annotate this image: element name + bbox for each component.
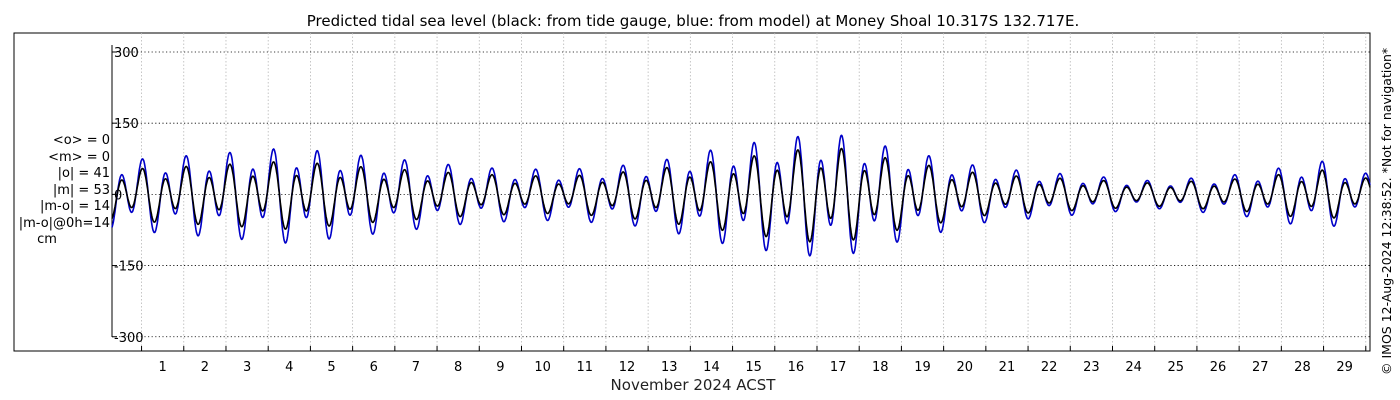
x-tick-label: 5 bbox=[327, 360, 335, 375]
chart-title: Predicted tidal sea level (black: from t… bbox=[307, 12, 1080, 30]
y-tick-label: 150 bbox=[114, 117, 139, 132]
series-line-tide-gauge bbox=[111, 147, 1371, 243]
x-tick-label: 4 bbox=[285, 360, 293, 375]
y-tick-label: 0 bbox=[114, 188, 122, 203]
x-tick-label: 12 bbox=[619, 360, 636, 375]
y-ticks: 300 150 0 -150 -300 bbox=[112, 46, 144, 346]
x-tick-label: 9 bbox=[496, 360, 504, 375]
stat-mean-observed: <o> = 0 bbox=[52, 133, 110, 148]
x-tick-label: 27 bbox=[1252, 360, 1269, 375]
x-tick-label: 3 bbox=[243, 360, 251, 375]
stats-panel: <o> = 0 <m> = 0 |o| = 41 |m| = 53 |m-o| … bbox=[14, 133, 110, 249]
x-tick-label: 28 bbox=[1294, 360, 1311, 375]
y-tick-label: 300 bbox=[114, 46, 139, 61]
x-tick-label: 11 bbox=[577, 360, 594, 375]
series-layer bbox=[111, 134, 1371, 257]
x-tick-label: 7 bbox=[412, 360, 420, 375]
x-tick-label: 2 bbox=[201, 360, 209, 375]
stat-mean-model: <m> = 0 bbox=[48, 149, 110, 165]
x-tick-label: 19 bbox=[914, 360, 931, 375]
x-tick-label: 18 bbox=[872, 360, 889, 375]
stat-abs-model: |m| = 53 bbox=[52, 182, 110, 198]
stat-abs-diff-0h: |m-o|@0h=14 bbox=[18, 215, 110, 231]
x-axis-label: November 2024 ACST bbox=[611, 376, 777, 394]
x-tick-label: 15 bbox=[745, 360, 762, 375]
series-line-model bbox=[111, 134, 1371, 257]
x-tick-label: 26 bbox=[1210, 360, 1227, 375]
y-tick-label: -150 bbox=[114, 260, 144, 275]
x-tick-label: 17 bbox=[830, 360, 847, 375]
copyright-annotation: © IMOS 12-Aug-2024 12:38:52. *Not for na… bbox=[1379, 48, 1394, 375]
x-tick-label: 24 bbox=[1125, 360, 1142, 375]
x-tick-label: 23 bbox=[1083, 360, 1100, 375]
stat-abs-diff: |m-o| = 14 bbox=[39, 199, 110, 214]
x-tick-label: 25 bbox=[1168, 360, 1185, 375]
x-tick-label: 8 bbox=[454, 360, 462, 375]
x-tick-label: 16 bbox=[788, 360, 805, 375]
x-ticks: 1 2 3 4 5 6 7 8 9 10 11 12 13 14 15 16 17 18 19 20 21 22 23 24 2… bbox=[141, 346, 1367, 375]
y-tick-label: -300 bbox=[114, 331, 144, 346]
x-tick-label: 10 bbox=[534, 360, 551, 375]
x-tick-label: 14 bbox=[703, 360, 720, 375]
x-tick-label: 1 bbox=[159, 360, 167, 375]
x-tick-label: 6 bbox=[370, 360, 378, 375]
x-tick-label: 13 bbox=[661, 360, 678, 375]
x-tick-label: 22 bbox=[1041, 360, 1058, 375]
x-grid bbox=[141, 33, 1367, 351]
x-tick-label: 29 bbox=[1336, 360, 1353, 375]
y-grid bbox=[112, 51, 1370, 338]
x-tick-label: 20 bbox=[956, 360, 973, 375]
stat-abs-observed: |o| = 41 bbox=[57, 166, 110, 181]
x-tick-label: 21 bbox=[999, 360, 1016, 375]
stat-unit: cm bbox=[37, 232, 57, 247]
